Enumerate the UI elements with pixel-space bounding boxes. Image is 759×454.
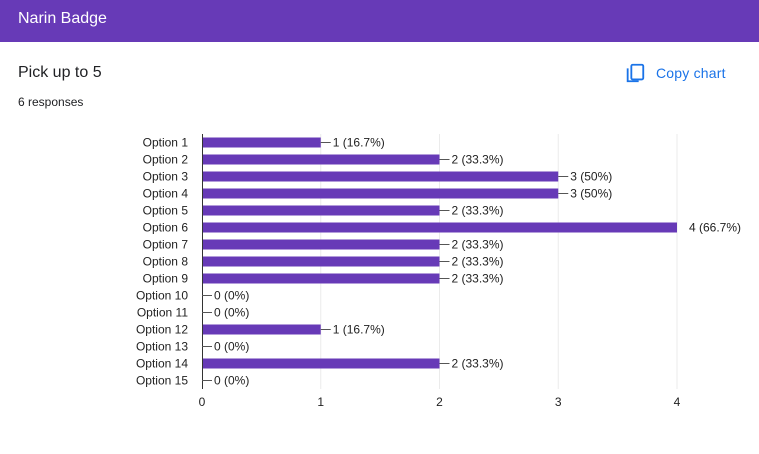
category-label: Option 9 — [143, 272, 189, 286]
category-label: Option 3 — [143, 170, 189, 184]
data-label: 0 (0%) — [214, 340, 249, 354]
form-header: Narin Badge — [0, 0, 759, 42]
data-label: 3 (50%) — [570, 187, 612, 201]
response-count: 6 responses — [18, 95, 84, 109]
copy-chart-label: Copy chart — [656, 65, 726, 81]
data-label: 2 (33.3%) — [452, 255, 504, 269]
category-label: Option 6 — [143, 221, 189, 235]
copy-chart-button[interactable]: Copy chart — [624, 58, 726, 88]
data-label: 2 (33.3%) — [452, 204, 504, 218]
bar — [203, 239, 440, 250]
bar — [203, 171, 559, 182]
question-title: Pick up to 5 — [18, 64, 102, 81]
category-label: Option 4 — [143, 187, 189, 201]
bar — [203, 324, 321, 335]
bar — [203, 222, 677, 233]
data-label: 0 (0%) — [214, 306, 249, 320]
x-tick-label: 0 — [199, 395, 206, 409]
data-label: 2 (33.3%) — [452, 153, 504, 167]
category-label: Option 7 — [143, 238, 189, 252]
x-tick-label: 1 — [317, 395, 324, 409]
category-label: Option 11 — [137, 306, 188, 320]
data-label: 0 (0%) — [214, 289, 249, 303]
data-label: 1 (16.7%) — [333, 323, 385, 337]
category-label: Option 8 — [143, 255, 189, 269]
data-label: 2 (33.3%) — [452, 238, 504, 252]
data-label: 1 (16.7%) — [333, 136, 385, 150]
bar — [203, 188, 559, 199]
data-label: 2 (33.3%) — [452, 357, 504, 371]
data-label: 3 (50%) — [570, 170, 612, 184]
bar — [203, 256, 440, 267]
category-label: Option 12 — [136, 323, 188, 337]
copy-icon — [626, 63, 645, 83]
data-label: 4 (66.7%) — [689, 221, 741, 235]
data-label: 2 (33.3%) — [452, 272, 504, 286]
category-label: Option 14 — [136, 357, 188, 371]
bar — [203, 205, 440, 216]
form-title: Narin Badge — [18, 10, 107, 27]
category-label: Option 1 — [143, 136, 189, 150]
category-label: Option 2 — [143, 153, 189, 167]
x-tick-label: 3 — [555, 395, 562, 409]
bar — [203, 137, 321, 148]
bar — [203, 154, 440, 165]
x-tick-label: 2 — [436, 395, 443, 409]
category-label: Option 15 — [136, 374, 188, 388]
category-label: Option 5 — [143, 204, 189, 218]
bar — [203, 358, 440, 369]
category-label: Option 10 — [136, 289, 188, 303]
bar — [203, 273, 440, 284]
x-tick-label: 4 — [674, 395, 681, 409]
category-label: Option 13 — [136, 340, 188, 354]
data-label: 0 (0%) — [214, 374, 249, 388]
